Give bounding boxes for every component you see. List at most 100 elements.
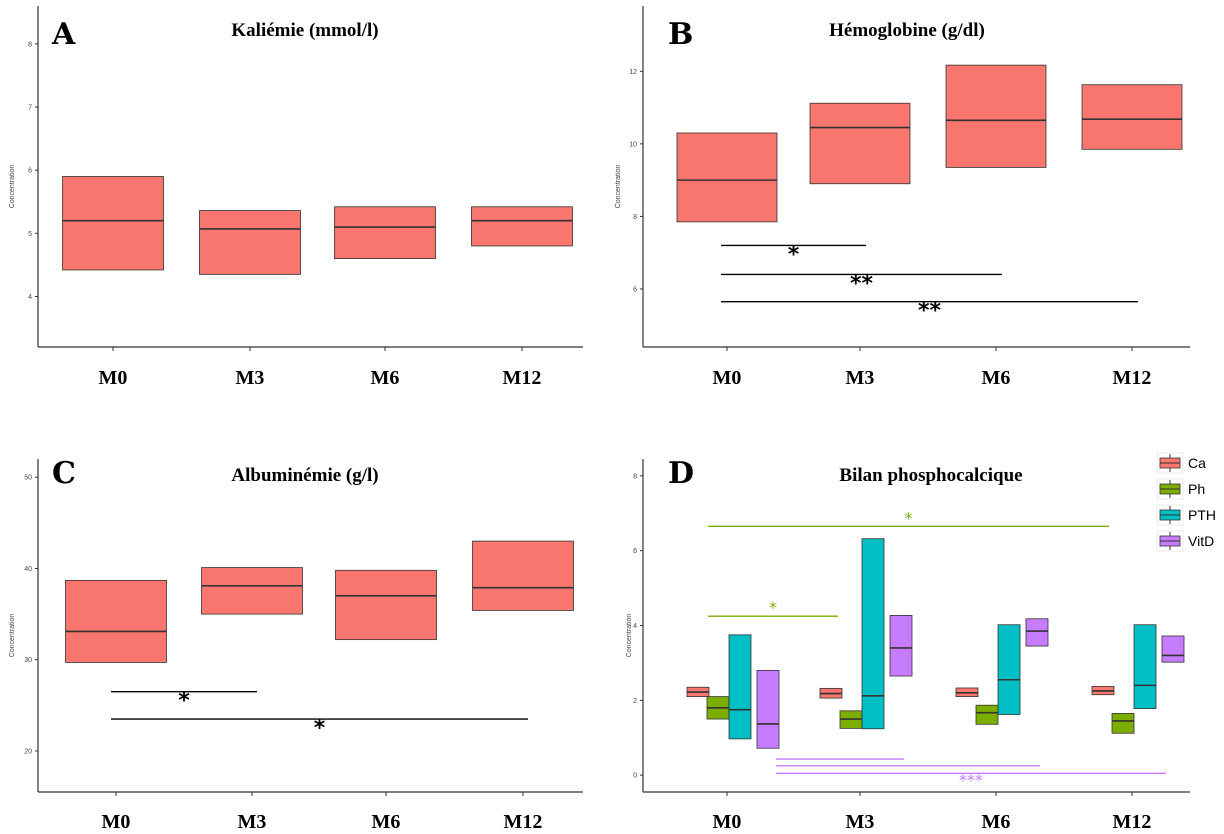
- box: [819, 687, 843, 699]
- box: [756, 669, 780, 749]
- y-tick-label: 8: [633, 473, 637, 480]
- box-rect: [975, 704, 999, 725]
- box: [1111, 713, 1135, 734]
- box-rect: [1025, 618, 1049, 647]
- box: [62, 176, 164, 271]
- box: [945, 64, 1047, 168]
- x-tick-label: M12: [1113, 367, 1152, 389]
- box-rect: [809, 102, 911, 185]
- box: [1081, 84, 1183, 150]
- significance-label: *: [769, 598, 777, 617]
- x-tick-label: M12: [503, 367, 542, 389]
- panel-letter: B: [668, 17, 693, 52]
- box-rect: [201, 567, 303, 615]
- box: [809, 102, 911, 185]
- y-tick-label: 4: [633, 623, 637, 630]
- box-rect: [945, 64, 1047, 168]
- panel-title: Bilan phosphocalcique: [839, 465, 1022, 486]
- significance-label: *: [905, 508, 913, 527]
- box: [706, 696, 730, 720]
- box: [861, 538, 885, 730]
- box-rect: [756, 669, 780, 749]
- box-rect: [728, 634, 752, 740]
- significance-label: *: [178, 689, 190, 714]
- x-tick-label: M3: [846, 367, 875, 389]
- panel-letter: C: [52, 456, 76, 491]
- significance-label: **: [918, 299, 942, 324]
- box-rect: [889, 614, 913, 677]
- box: [975, 704, 999, 725]
- panel-letter: A: [51, 17, 76, 52]
- x-tick-label: M0: [99, 367, 128, 389]
- y-axis-label: Concentration: [626, 614, 633, 658]
- box: [1025, 618, 1049, 647]
- panel-title: Kaliémie (mmol/l): [231, 20, 378, 41]
- y-tick-label: 10: [629, 141, 637, 148]
- y-tick-label: 8: [28, 41, 32, 48]
- x-tick-label: M6: [982, 811, 1011, 833]
- box: [676, 132, 778, 223]
- box: [686, 686, 710, 697]
- box-rect: [472, 540, 574, 611]
- box: [199, 210, 301, 275]
- box: [955, 687, 979, 697]
- panel-title: Albuminémie (g/l): [231, 465, 378, 486]
- y-tick-label: 5: [28, 231, 32, 238]
- significance-label: **: [850, 271, 874, 296]
- box: [1091, 686, 1115, 696]
- y-tick-label: 30: [24, 657, 32, 664]
- y-tick-label: 20: [24, 748, 32, 755]
- legend: Ca Ph PTH VitD: [1156, 452, 1216, 552]
- y-axis-label: Concentration: [9, 614, 16, 658]
- box: [472, 540, 574, 611]
- chart-panel-c: 20 30 40 50 M0 M3 M6 M12 Concentration C Albuminém…: [9, 456, 583, 833]
- y-tick-label: 6: [28, 168, 32, 175]
- box-rect: [1161, 635, 1185, 663]
- y-tick-label: 0: [633, 773, 637, 780]
- box-rect: [334, 206, 436, 259]
- y-tick-label: 7: [28, 105, 32, 112]
- box-rect: [1081, 84, 1183, 150]
- y-tick-label: 8: [633, 214, 637, 221]
- y-tick-label: 2: [633, 698, 637, 705]
- box: [839, 710, 863, 729]
- box-rect: [199, 210, 301, 275]
- chart-panel-a: 4 5 6 7 8 M0 M3 M6 M12 Concentration A Kaliémie (mm…: [9, 6, 583, 389]
- x-tick-label: M0: [713, 811, 742, 833]
- box-rect: [997, 624, 1021, 715]
- chart-panel-b: 6 8 10 12 M0 M3 M6 M12 Concentration B Hémoglobine…: [615, 6, 1190, 389]
- y-tick-label: 6: [633, 548, 637, 555]
- box-rect: [1111, 713, 1135, 734]
- chart-panel-d: 0 2 4 6 8 M0 M3 M6 M12 Concentration D Bilan phosph…: [626, 452, 1216, 833]
- box-rect: [471, 206, 573, 247]
- x-tick-label: M6: [982, 367, 1011, 389]
- box: [997, 624, 1021, 715]
- box-rect: [335, 569, 437, 641]
- legend-label: Ph: [1188, 481, 1205, 497]
- box-rect: [62, 176, 164, 271]
- y-axis-label: Concentration: [615, 165, 622, 209]
- box-rect: [65, 579, 167, 663]
- box: [889, 614, 913, 677]
- x-tick-label: M6: [371, 367, 400, 389]
- box: [65, 579, 167, 663]
- x-tick-label: M3: [236, 367, 265, 389]
- box-rect: [676, 132, 778, 223]
- y-axis-label: Concentration: [9, 165, 16, 209]
- box-rect: [861, 538, 885, 730]
- box: [335, 569, 437, 641]
- x-tick-label: M12: [504, 811, 543, 833]
- box: [1133, 624, 1157, 709]
- box: [334, 206, 436, 259]
- box: [471, 206, 573, 247]
- y-tick-label: 12: [629, 69, 637, 76]
- y-tick-label: 6: [633, 286, 637, 293]
- significance-label: *: [314, 716, 326, 741]
- x-tick-label: M6: [372, 811, 401, 833]
- panel-title: Hémoglobine (g/dl): [829, 20, 985, 41]
- x-tick-label: M3: [846, 811, 875, 833]
- legend-label: Ca: [1188, 455, 1206, 471]
- significance-label: ***: [959, 770, 983, 789]
- box: [728, 634, 752, 740]
